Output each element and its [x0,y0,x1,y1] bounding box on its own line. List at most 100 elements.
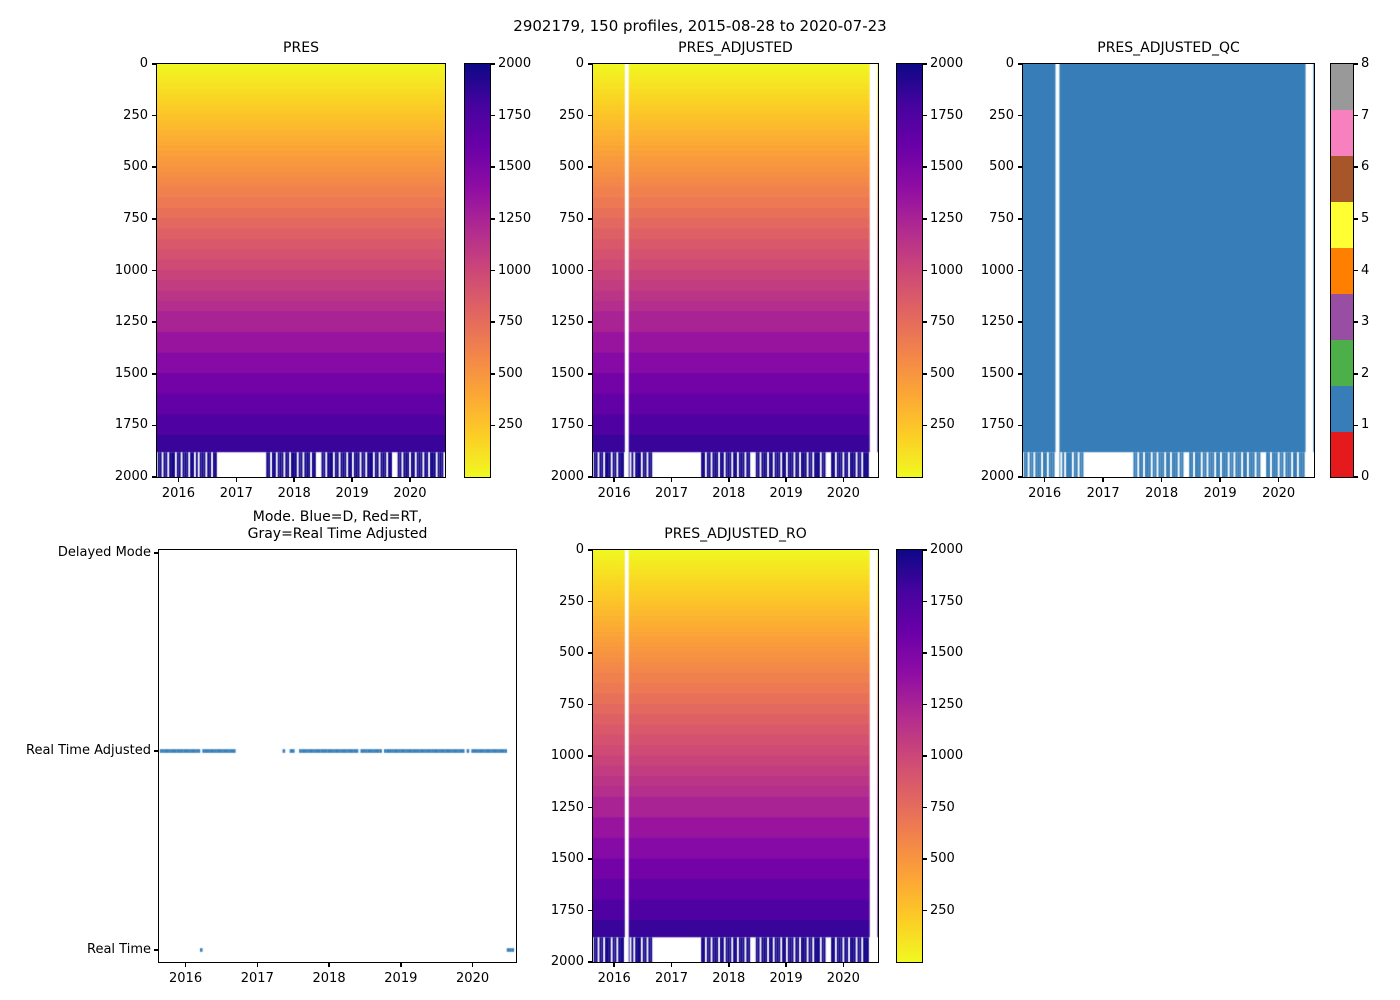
y-tick-label: 1750 [550,417,584,433]
y-tick-mark [1017,63,1022,65]
colorbar-tick-label: 1500 [930,645,964,660]
y-tick-label: 1750 [550,902,584,918]
x-tick-label: 2017 [219,486,253,501]
colorbar-tick-label: 1250 [930,696,964,712]
x-tick-label: 2018 [1145,486,1179,501]
qc-colorbar-segment-2 [1331,339,1353,386]
y-tick-label: 1250 [114,314,148,330]
x-tick-label: 2019 [384,971,418,986]
y-tick-mark [151,269,156,272]
colorbar-tick-mark [923,755,927,757]
y-tick-label: 750 [559,696,584,712]
colorbar-tick-mark [1354,269,1358,272]
colorbar-tick-label: 2000 [498,56,532,71]
y-tick-mark [587,600,592,603]
colorbar-tick-mark [491,372,495,375]
colorbar-tick-mark [491,269,495,272]
y-tick-label: 250 [989,107,1014,123]
y-tick-label: 0 [1005,56,1014,71]
y-tick-mark [153,949,158,951]
colorbar-tick-mark [491,114,495,117]
qc-colorbar-segment-6 [1331,155,1353,203]
y-tick-label: 1500 [980,365,1014,381]
y-tick-mark [151,476,156,478]
colorbar-tick-label: 5 [1361,210,1370,226]
y-tick-mark [151,218,156,220]
y-tick-mark [587,321,592,323]
colorbar-tick-mark [1354,166,1358,169]
colorbar-tick-label: 1500 [498,159,532,175]
colorbar-tick-mark [1354,321,1358,323]
pressure-colorbar [464,63,491,478]
y-tick-mark [153,552,158,554]
colorbar-tick-mark [923,166,927,169]
colorbar-tick-mark [923,269,927,272]
x-tick-label: 2020 [1262,486,1296,501]
x-tick-mark [1102,478,1104,482]
y-tick-mark [587,858,592,860]
y-tick-label: 2000 [550,954,584,969]
y-tick-mark [151,63,156,65]
y-tick-mark [151,424,156,427]
x-tick-label: 2016 [1028,486,1062,501]
y-tick-label: 0 [575,56,584,71]
figure-title: 2902179, 150 profiles, 2015-08-28 to 202… [513,17,887,35]
y-tick-label: 1000 [550,748,584,763]
x-tick-label: 2019 [769,971,803,986]
colorbar-tick-mark [923,600,927,603]
colorbar-tick-label: 250 [930,417,955,433]
colorbar-tick-label: 8 [1361,56,1370,71]
x-tick-label: 2020 [826,486,860,501]
y-tick-label: 2000 [550,469,584,484]
y-tick-label: 750 [559,210,584,226]
x-tick-label: 2016 [169,971,203,986]
y-tick-mark [1017,269,1022,272]
colorbar-tick-label: 1750 [498,107,532,123]
colorbar-tick-label: 2000 [930,56,964,71]
x-tick-label: 2018 [277,486,311,501]
x-tick-mark [613,963,615,967]
x-tick-label: 2016 [597,486,631,501]
y-tick-label: 1750 [980,417,1014,433]
qc-colorbar-segment-7 [1331,109,1353,157]
y-tick-label: 1750 [114,417,148,433]
x-tick-label: 2017 [240,971,274,986]
x-tick-mark [727,963,730,967]
y-tick-label: 1250 [550,314,584,330]
y-tick-label: 1500 [550,365,584,381]
colorbar-tick-label: 1000 [930,748,964,763]
qc-colorbar-segment-3 [1331,293,1353,340]
x-tick-mark [184,963,187,967]
y-tick-label: 500 [559,159,584,175]
y-tick-mark [587,703,592,706]
colorbar-tick-mark [1354,114,1358,117]
y-tick-mark [587,114,592,117]
x-tick-label: 2018 [712,486,746,501]
x-tick-mark [785,963,787,967]
mode-scatter-canvas [159,550,516,962]
subplot-title-pres-adjusted-qc: PRES_ADJUSTED_QC [1097,40,1240,56]
colorbar-tick-mark [1354,372,1358,375]
pres_adjusted_ro-heatmap-canvas [593,550,878,962]
colorbar-tick-label: 6 [1361,159,1370,175]
x-tick-mark [351,478,353,482]
x-tick-mark [409,478,411,482]
y-tick-mark [587,269,592,272]
mode-category-label: Real Time Adjusted [26,743,151,758]
colorbar-tick-label: 4 [1361,262,1370,278]
y-tick-mark [151,372,156,375]
qc-colorbar-segment-1 [1331,385,1353,432]
y-tick-mark [1017,476,1022,478]
colorbar-tick-label: 1250 [498,210,532,226]
y-tick-mark [587,652,592,654]
x-tick-label: 2018 [312,971,346,986]
x-tick-mark [670,963,673,967]
colorbar-tick-mark [923,909,927,912]
x-tick-label: 2018 [712,971,746,986]
colorbar-tick-mark [491,424,495,427]
x-tick-mark [400,963,402,967]
y-tick-mark [587,424,592,427]
colorbar-tick-label: 250 [930,902,955,918]
colorbar-tick-mark [1354,424,1358,427]
